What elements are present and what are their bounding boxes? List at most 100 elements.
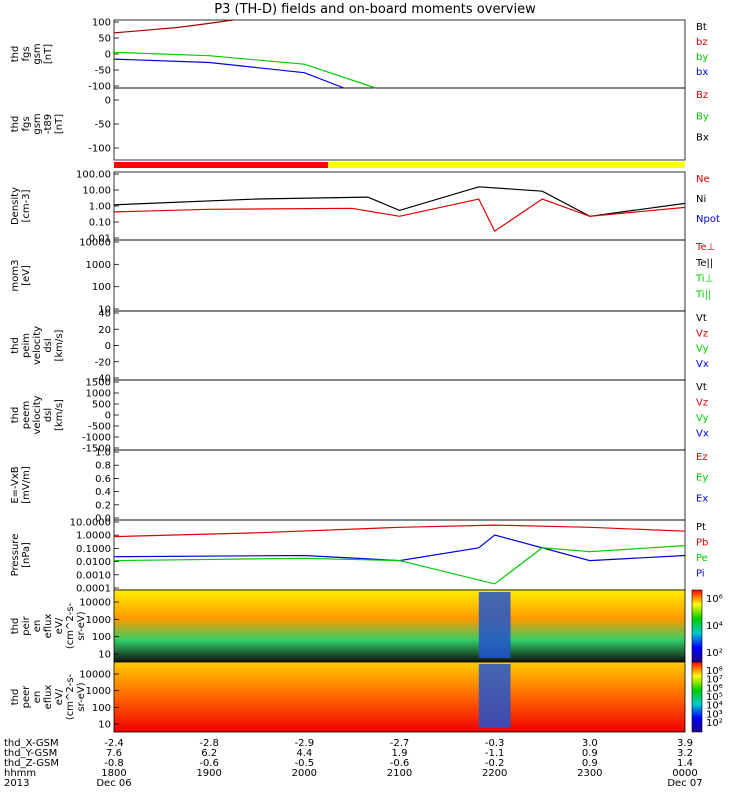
panel-frame	[113, 661, 686, 733]
x-tick-label: 0000	[672, 768, 697, 779]
y-axis-label-line: E=-VxB	[10, 466, 21, 503]
y-axis-label-line: [mV/m]	[21, 466, 32, 504]
panel-frame	[113, 87, 686, 161]
legend-entry: Pi	[696, 569, 705, 580]
panel-temperature: mom3 [eV]	[10, 239, 686, 312]
legend-entry: Bx	[696, 133, 709, 144]
y-tick-label: 0.6	[95, 474, 111, 485]
y-tick-label: 1000	[86, 260, 111, 271]
legend-entry: Ni	[696, 194, 706, 205]
y-tick-label: 100.00	[76, 170, 111, 181]
legend-entry: Ey	[696, 473, 708, 484]
y-tick-label: 20	[98, 325, 111, 336]
legend-entry: Ne	[696, 174, 710, 185]
panel-efield: E=-VxB [mV/m]	[10, 449, 686, 521]
colorbar-tick-label: 10²	[706, 648, 723, 659]
y-tick-label: 100	[92, 703, 111, 714]
x-tick-label: 0.9	[582, 758, 598, 769]
colorbar-tick-label: 10⁴	[706, 701, 723, 712]
x-tick-label: -2.7	[390, 738, 410, 749]
y-tick-label: 0	[105, 96, 111, 107]
y-tick-label: 10000	[79, 670, 111, 681]
y-tick-label: 100	[92, 18, 111, 29]
y-axis-label-line: (cm^2-s-	[65, 673, 76, 720]
y-tick-label: 0.10	[89, 218, 111, 229]
y-axis-label-line: en	[32, 691, 43, 704]
y-axis-label-line: peim	[21, 333, 32, 358]
x-tick-label: -0.2	[485, 758, 505, 769]
y-axis-label-line: thd	[10, 337, 21, 354]
y-axis-label-line: thd	[10, 116, 21, 133]
legend-entry: Npot	[696, 214, 720, 225]
x-tick-label: 4.4	[296, 748, 312, 759]
x-tick-label: -0.6	[199, 758, 219, 769]
y-tick-label: 1000	[86, 615, 111, 626]
panel-frame	[113, 171, 686, 241]
x-tick-label: 1900	[196, 768, 221, 779]
y-axis-label-line: [nT]	[43, 44, 54, 64]
y-axis-label-line: thd	[10, 46, 21, 63]
y-tick-label: -100	[88, 82, 111, 93]
y-tick-label: 1000	[86, 389, 111, 400]
legend-entry: Pe	[696, 553, 708, 564]
panel-frame	[113, 379, 686, 451]
y-tick-label: -1000	[82, 433, 111, 444]
legend-entry: Bz	[696, 90, 708, 101]
y-tick-label: 10000	[79, 598, 111, 609]
colorbar-tick-label: 10⁵	[706, 692, 723, 703]
y-tick-label: 100	[92, 632, 111, 643]
series-bx	[113, 58, 345, 89]
y-tick-label: 0.4	[95, 487, 111, 498]
mode-bar-segment	[328, 162, 685, 168]
legend-entry: Ti⊥	[695, 274, 713, 285]
colorbar-tick-label: 10⁶	[706, 594, 723, 605]
series-pi	[113, 534, 686, 562]
y-axis-label-line: -t89	[43, 114, 54, 134]
y-tick-label: 10.0000	[70, 518, 111, 529]
legend-entry: Vy	[696, 413, 709, 424]
x-tick-label: 2000	[292, 768, 317, 779]
legend-entry: bx	[696, 67, 708, 78]
legend-entry: Bt	[696, 22, 707, 33]
series-by	[113, 51, 376, 89]
y-axis-label-line: peer	[21, 685, 32, 709]
x-date-start: Dec 06	[96, 778, 131, 789]
y-tick-label: -1500	[82, 444, 111, 455]
y-axis-label-line: velocity	[32, 326, 43, 365]
y-tick-label: 100	[92, 282, 111, 293]
legend-entry: bz	[696, 37, 708, 48]
y-tick-label: 0	[105, 341, 111, 352]
x-tick-label: 3.2	[677, 748, 693, 759]
heatmap-low-flux-band	[478, 592, 511, 658]
y-axis-label-line: peem	[21, 401, 32, 429]
y-tick-label: 10.00	[82, 186, 111, 197]
panel-peir-spectrogram: thd peir en eflux eV/(cm^2-s-sr-eV)	[10, 589, 703, 663]
y-axis-label-line: velocity	[32, 395, 43, 434]
x-row-label: thd_Y-GSM	[4, 748, 57, 759]
x-axis-labels: thd_X-GSM -2.4 -2.8 -2.9 -2.7 -0.3 3.0 3.9 thd_Y…	[4, 738, 703, 789]
y-axis-label-line: gsm	[32, 43, 43, 64]
y-tick-label: -50	[95, 120, 111, 131]
y-axis-label-line: eflux	[43, 614, 54, 639]
x-tick-label: 2100	[387, 768, 412, 779]
y-axis-label-line: [km/s]	[54, 329, 65, 361]
y-axis-label-line: gsm	[32, 113, 43, 134]
y-axis-label-line: sr-eV)	[76, 611, 87, 640]
x-tick-label: 3.0	[582, 738, 598, 749]
colorbar-tick-label: 10⁴	[706, 621, 723, 632]
y-axis-label-line: mom3	[10, 260, 21, 292]
y-axis-label-line: Density	[10, 187, 21, 225]
y-axis-label-line: fgs	[21, 116, 32, 131]
y-axis-label-line: (cm^2-s-	[65, 602, 76, 649]
legend-entry: Vy	[696, 344, 709, 355]
x-tick-label: -0.5	[295, 758, 315, 769]
y-tick-label: 40	[98, 309, 111, 320]
x-row-label: thd_X-GSM	[4, 738, 59, 749]
y-tick-label: 1000	[86, 686, 111, 697]
panel-pressure: Pressure [nPa]	[10, 519, 686, 591]
y-axis-label-line: eflux	[43, 685, 54, 710]
x-tick-label: 7.6	[106, 748, 122, 759]
y-tick-label: 1.0000	[76, 531, 111, 542]
x-row-label: hhmm	[4, 768, 36, 779]
panel-frame	[113, 239, 686, 312]
